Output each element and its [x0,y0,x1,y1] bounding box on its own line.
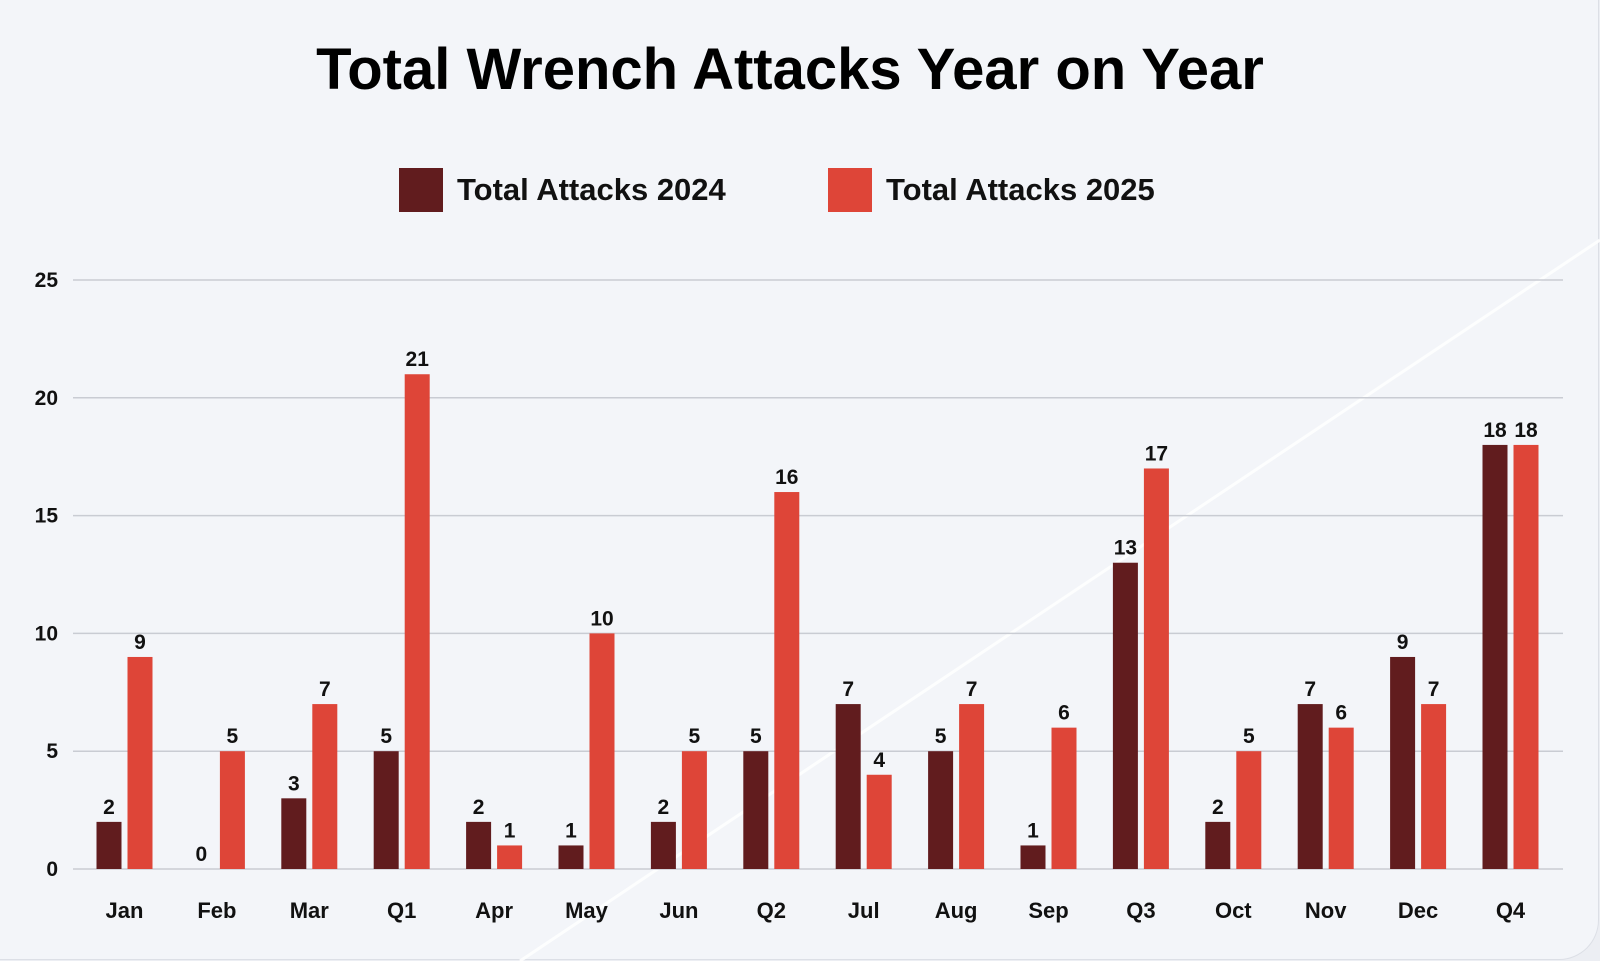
x-tick-label: Oct [1215,898,1252,923]
bar-2024 [1020,845,1046,869]
x-tick-label: Jul [848,898,880,923]
bar-2025 [1143,468,1169,869]
bar-2024 [1297,704,1323,869]
bar-2025 [312,704,338,869]
data-label: 2 [1212,796,1224,819]
legend-item-2024: Total Attacks 2024 [399,168,726,212]
data-label: 7 [319,678,331,701]
x-tick-label: Q2 [757,898,786,923]
data-label: 7 [842,678,854,701]
x-tick-label: Q3 [1126,898,1155,923]
chart-title: Total Wrench Attacks Year on Year [316,37,1264,102]
x-tick-label: Jan [106,898,144,923]
bar-2025 [1513,444,1539,869]
y-tick-label: 5 [46,740,58,763]
bar-2024 [1112,562,1138,869]
data-label: 5 [750,725,762,748]
data-label: 0 [196,843,208,866]
bar-2024 [835,704,861,869]
bar-2024 [650,821,676,869]
data-label: 9 [1397,631,1409,654]
legend-swatch-2024 [399,168,443,212]
data-label: 5 [935,725,947,748]
data-label: 9 [134,631,146,654]
data-label: 10 [590,607,613,630]
bar-2024 [1390,656,1416,869]
data-label: 1 [504,819,516,842]
y-tick-label: 15 [35,505,59,528]
bar-2025 [497,845,523,869]
x-tick-label: Aug [935,898,978,923]
y-tick-label: 0 [46,858,58,881]
bar-2025 [866,774,892,869]
x-tick-label: Q4 [1496,898,1526,923]
bar-2025 [1421,704,1447,869]
data-label: 2 [658,796,670,819]
data-label: 1 [565,819,577,842]
x-tick-label: Apr [475,898,513,923]
data-label: 2 [473,796,485,819]
bar-2025 [1236,751,1262,869]
bar-2025 [959,704,985,869]
bar-2025 [589,633,615,869]
data-label: 18 [1483,419,1507,442]
data-label: 4 [873,749,885,772]
y-tick-label: 10 [35,622,58,645]
x-tick-label: Dec [1398,898,1438,923]
bar-2025 [404,374,430,869]
bar-2025 [681,751,707,869]
bar-2024 [373,751,399,869]
x-tick-label: Nov [1305,898,1347,923]
data-label: 3 [288,772,300,795]
data-label: 5 [380,725,392,748]
data-label: 17 [1145,442,1168,465]
legend-swatch-2025 [828,168,872,212]
legend-label-2025: Total Attacks 2025 [886,172,1155,207]
data-label: 18 [1514,419,1538,442]
bar-2024 [928,751,954,869]
data-label: 5 [227,725,239,748]
x-tick-label: Mar [290,898,330,923]
bar-2025 [219,751,245,869]
x-tick-label: Feb [197,898,236,923]
bar-2025 [127,656,153,869]
bar-2025 [774,492,800,869]
data-label: 2 [103,796,115,819]
y-tick-label: 25 [35,269,59,292]
data-label: 13 [1114,537,1137,560]
x-tick-label: May [565,898,609,923]
x-tick-label: Jun [659,898,698,923]
data-label: 6 [1335,702,1347,725]
data-label: 6 [1058,702,1070,725]
data-label: 7 [1304,678,1316,701]
legend-item-2025: Total Attacks 2025 [828,168,1155,212]
data-label: 5 [689,725,701,748]
data-label: 1 [1027,819,1039,842]
bar-2024 [743,751,769,869]
bar-2025 [1051,727,1077,869]
data-label: 7 [966,678,978,701]
legend-label-2024: Total Attacks 2024 [457,172,726,207]
data-label: 21 [406,348,430,371]
x-tick-label: Sep [1028,898,1068,923]
bar-2024 [558,845,584,869]
bar-2024 [1482,444,1508,869]
bar-2025 [1328,727,1354,869]
bar-2024 [1205,821,1231,869]
data-label: 7 [1428,678,1440,701]
bar-2024 [96,821,122,869]
data-label: 5 [1243,725,1255,748]
bar-2024 [466,821,492,869]
bar-2024 [281,798,307,869]
y-tick-label: 20 [35,387,58,410]
x-tick-label: Q1 [387,898,416,923]
data-label: 16 [775,466,798,489]
